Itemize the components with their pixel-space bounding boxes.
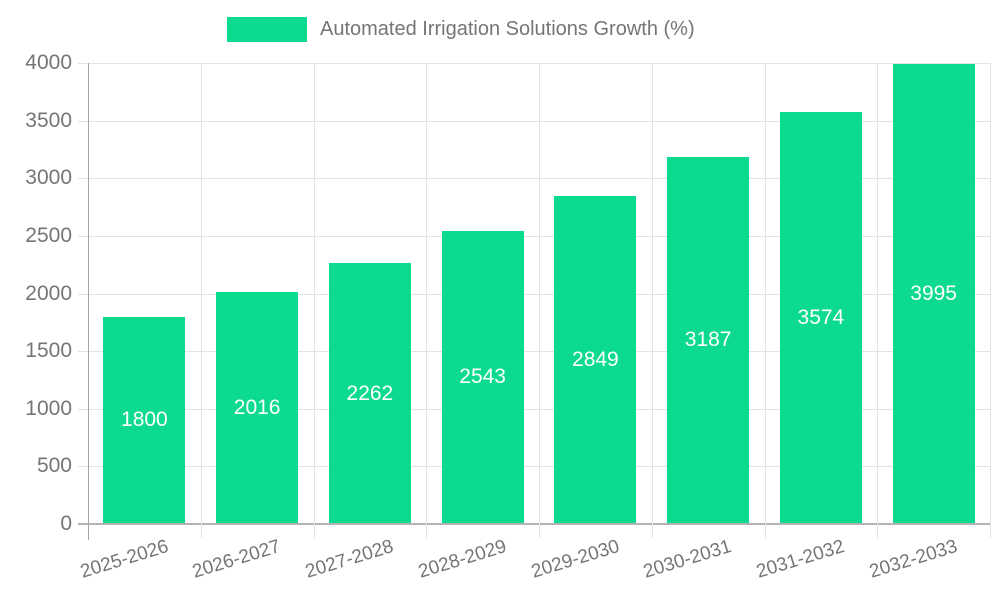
y-tick-label: 1500 — [25, 339, 72, 363]
x-gridline — [877, 63, 879, 524]
x-tick-label: 2027-2028 — [302, 536, 397, 583]
legend[interactable]: Automated Irrigation Solutions Growth (%… — [227, 17, 695, 42]
bar-value-label: 1800 — [121, 408, 168, 432]
x-tick-label: 2028-2029 — [415, 536, 509, 583]
legend-swatch-icon — [227, 17, 307, 42]
bar-value-label: 3187 — [684, 328, 732, 352]
bar-value-label: 3995 — [910, 281, 957, 305]
x-tick-label: 2029-2030 — [528, 536, 622, 583]
x-axis-tick — [200, 524, 202, 538]
x-gridline — [990, 63, 991, 524]
bar[interactable] — [328, 263, 411, 523]
bar[interactable] — [103, 316, 186, 523]
x-tick-label: 2032-2033 — [866, 536, 960, 583]
legend-label: Automated Irrigation Solutions Growth (%… — [320, 18, 695, 40]
x-gridline — [539, 63, 540, 524]
bar-value-label: 3574 — [797, 306, 845, 330]
y-axis-line — [88, 63, 89, 540]
bar[interactable] — [441, 230, 524, 523]
x-axis-tick — [426, 524, 428, 538]
y-axis-tick — [78, 293, 88, 295]
bar[interactable] — [667, 156, 750, 523]
x-axis-tick — [313, 524, 315, 538]
x-gridline — [651, 63, 653, 524]
y-tick-label: 500 — [36, 454, 72, 478]
bar-value-label: 2543 — [459, 365, 506, 389]
y-tick-label: 4000 — [25, 51, 72, 74]
x-axis-baseline — [78, 523, 990, 525]
bar-value-label: 2849 — [572, 347, 619, 371]
x-axis-tick — [539, 524, 540, 538]
y-axis-tick — [78, 235, 88, 237]
y-tick-label: 2000 — [25, 281, 72, 305]
x-gridline — [764, 63, 766, 524]
x-tick-label: 2030-2031 — [641, 536, 735, 583]
bar-value-label: 2016 — [233, 395, 281, 419]
y-axis-tick — [78, 351, 88, 353]
y-tick-label: 2500 — [25, 223, 72, 247]
bar[interactable] — [779, 112, 862, 523]
y-axis-tick — [78, 178, 88, 180]
y-tick-label: 3500 — [25, 108, 72, 132]
y-tick-label: 1000 — [25, 396, 72, 420]
x-gridline — [426, 63, 428, 524]
x-axis-tick — [651, 524, 653, 538]
x-axis-tick — [764, 524, 766, 538]
y-tick-label: 0 — [60, 512, 72, 535]
bar[interactable] — [554, 195, 637, 523]
y-axis-tick — [78, 466, 88, 468]
y-axis-tick — [78, 408, 88, 410]
x-tick-label: 2025-2026 — [77, 536, 171, 583]
x-axis-tick — [877, 524, 879, 538]
bar[interactable] — [892, 63, 975, 523]
x-tick-label: 2026-2027 — [190, 536, 284, 583]
y-axis-tick — [78, 63, 88, 64]
bar[interactable] — [216, 291, 299, 523]
y-axis-tick — [78, 120, 88, 122]
x-gridline — [200, 63, 202, 524]
y-tick-label: 3000 — [25, 166, 72, 190]
x-tick-label: 2031-2032 — [753, 536, 848, 583]
bar-value-label: 2262 — [346, 381, 394, 405]
x-gridline — [313, 63, 315, 524]
x-axis-tick — [990, 524, 991, 538]
